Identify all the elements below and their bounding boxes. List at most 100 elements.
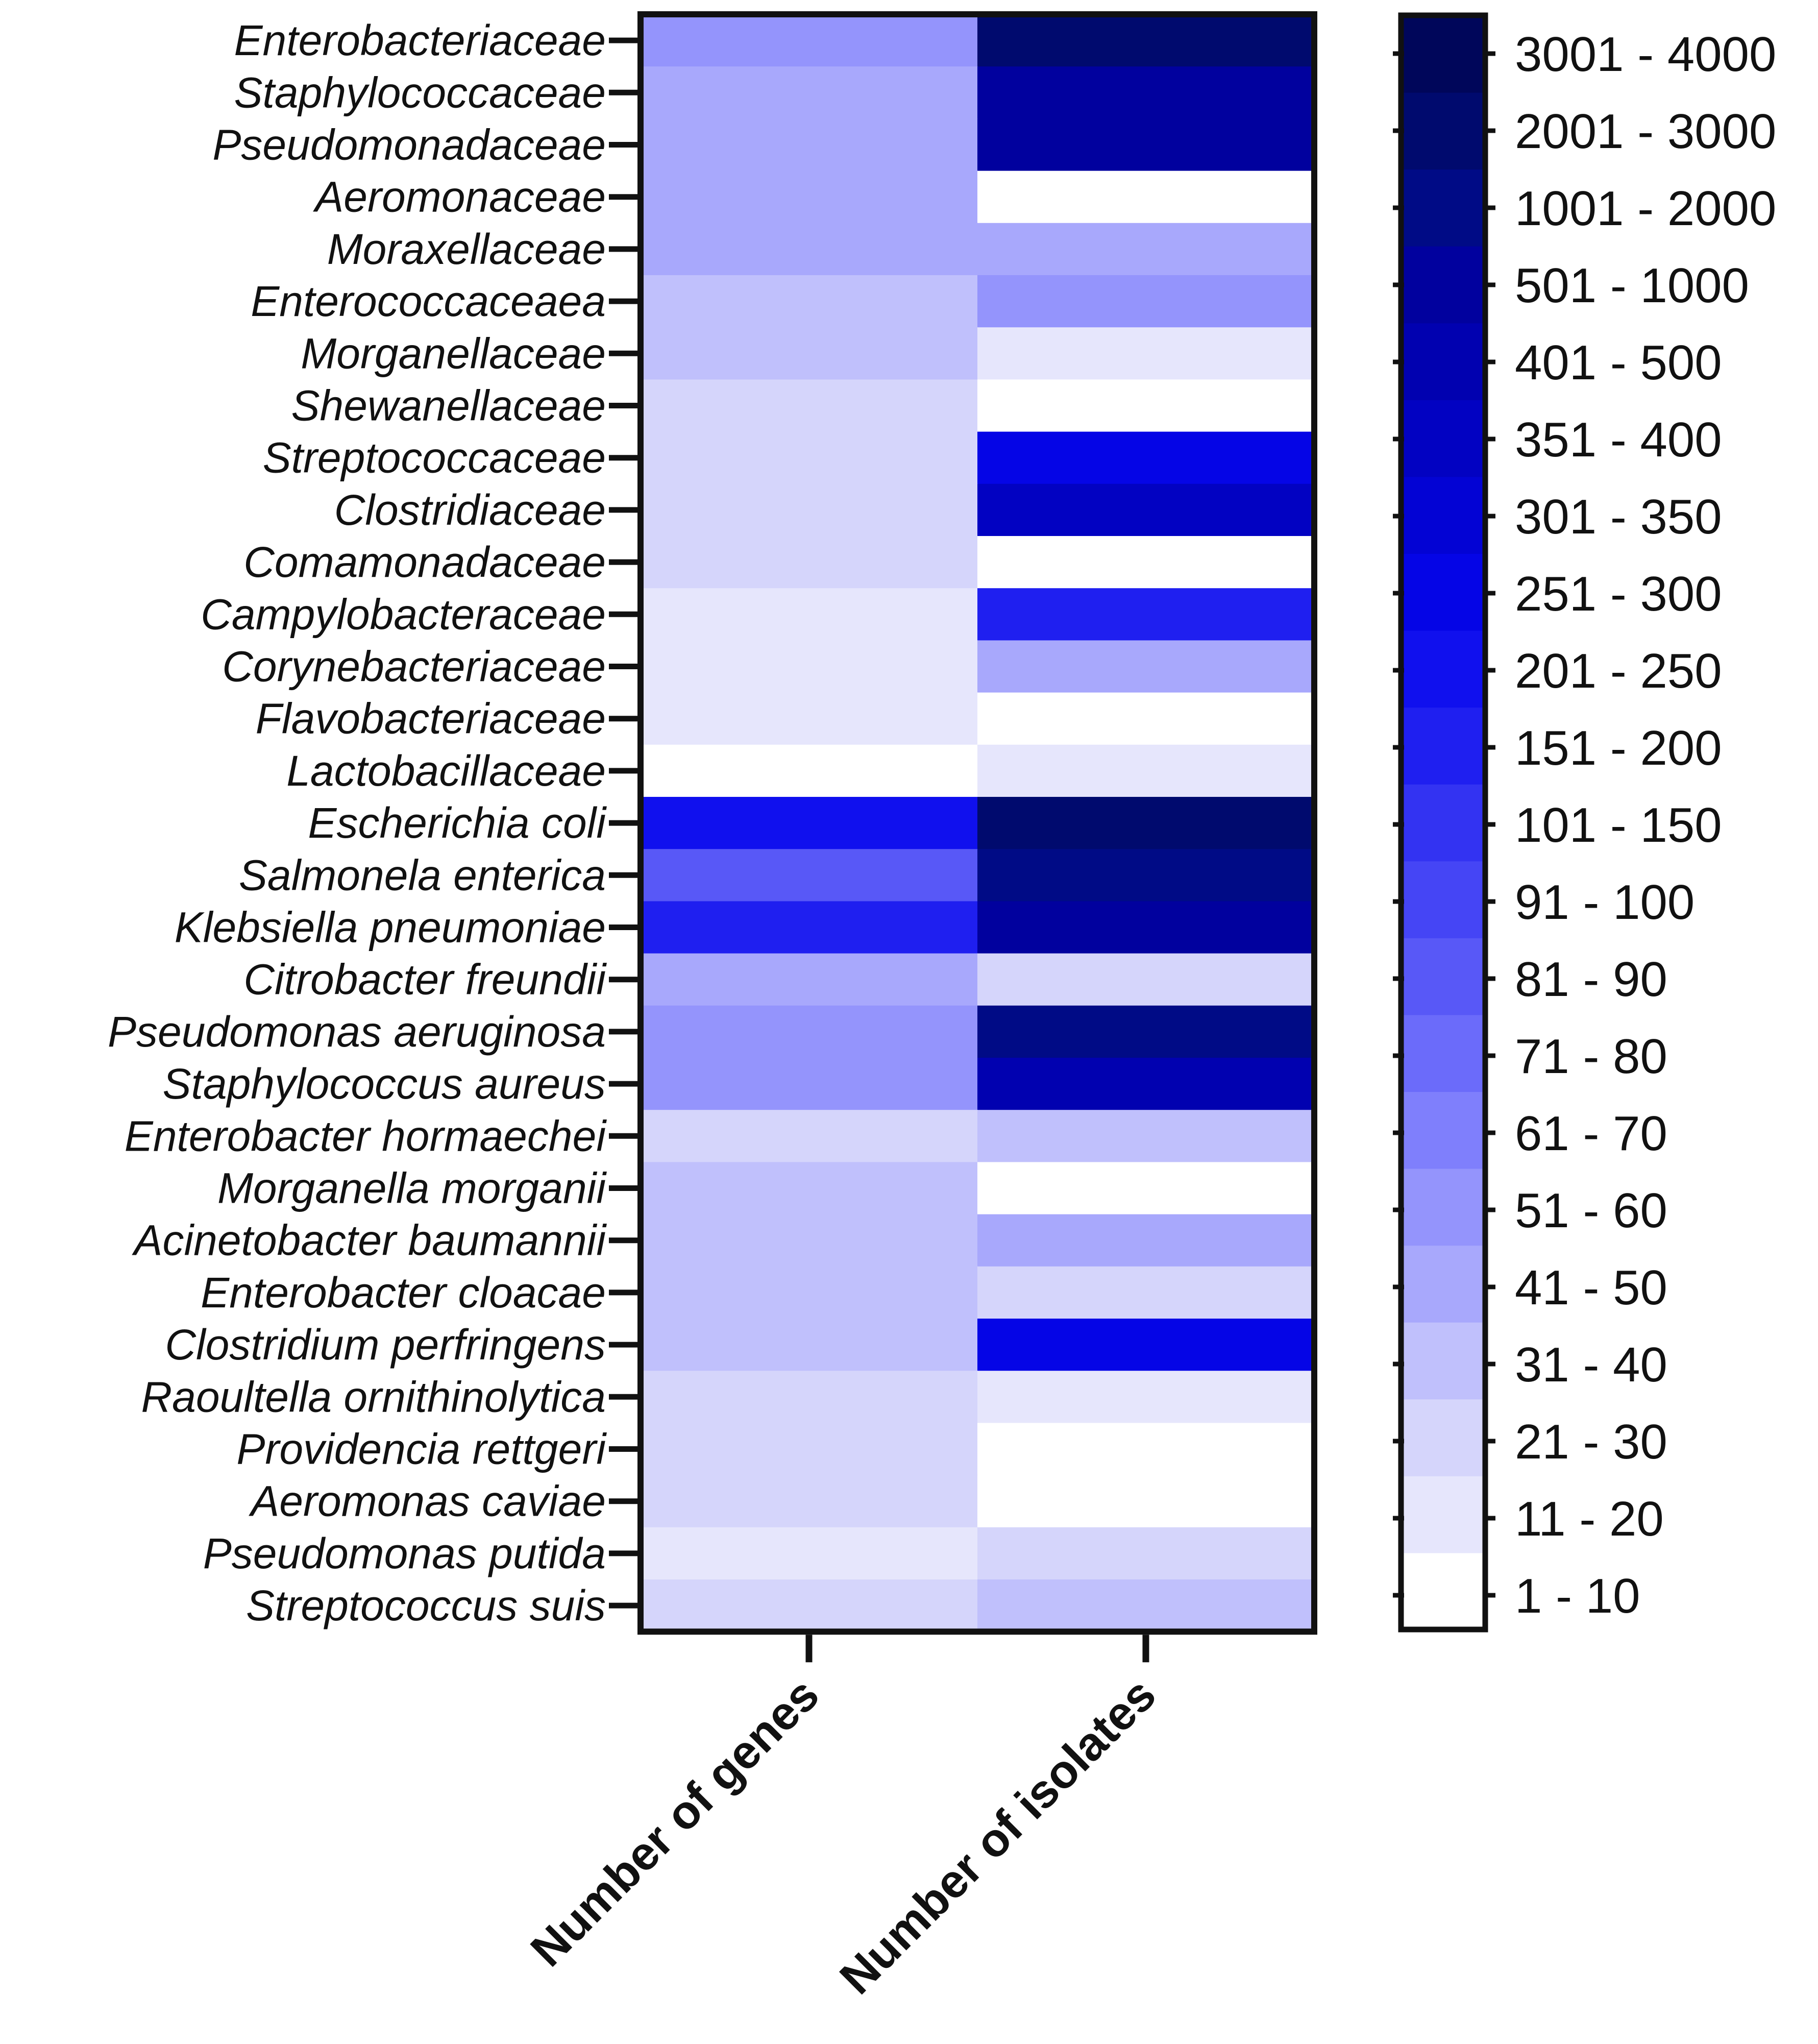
heatmap-cell xyxy=(977,1371,1315,1424)
legend-swatch xyxy=(1401,1322,1485,1400)
heatmap-cell xyxy=(977,692,1315,745)
legend-swatch xyxy=(1401,246,1485,324)
heatmap-cell xyxy=(641,1319,978,1372)
legend-swatch xyxy=(1401,476,1485,554)
heatmap-cell xyxy=(641,1266,978,1319)
heatmap-frame xyxy=(637,11,1317,1635)
row-label: Citrobacter freundii xyxy=(243,956,607,1004)
legend-swatch xyxy=(1401,1014,1485,1092)
row-label: Morganella morganii xyxy=(217,1164,607,1212)
row-label: Shewanellaceae xyxy=(291,382,606,430)
legend-label: 3001 - 4000 xyxy=(1515,27,1776,82)
legend-label: 101 - 150 xyxy=(1515,798,1722,853)
row-label: Streptococcaceae xyxy=(263,434,606,482)
legend-label: 401 - 500 xyxy=(1515,335,1722,390)
legend-label: 91 - 100 xyxy=(1515,875,1694,930)
heatmap-cell xyxy=(641,1005,978,1058)
heatmap-cell xyxy=(641,588,978,641)
legend-label: 71 - 80 xyxy=(1515,1029,1667,1084)
row-label: Staphylococcaceae xyxy=(234,68,606,116)
heatmap-cell xyxy=(641,379,978,432)
heatmap-cell xyxy=(641,849,978,902)
heatmap-cell xyxy=(977,953,1315,1006)
legend-swatch xyxy=(1401,169,1485,247)
row-label: Morganellaceae xyxy=(301,329,606,377)
row-label: Campylobacteraceae xyxy=(201,590,606,638)
heatmap-cell xyxy=(977,379,1315,432)
row-label: Enterococcaceaea xyxy=(251,277,606,325)
legend-swatch xyxy=(1401,1245,1485,1323)
heatmap-cell xyxy=(977,797,1315,850)
row-label: Aeromonaceae xyxy=(312,173,606,221)
heatmap-cell xyxy=(977,744,1315,797)
legend-label: 251 - 300 xyxy=(1515,567,1722,621)
legend-swatch xyxy=(1401,1552,1485,1630)
row-label: Acinetobacter baumannii xyxy=(131,1216,607,1264)
legend-swatch xyxy=(1401,553,1485,631)
legend-label: 201 - 250 xyxy=(1515,644,1722,698)
heatmap-cell xyxy=(977,431,1315,484)
heatmap-cell xyxy=(641,536,978,589)
heatmap-cell xyxy=(641,744,978,797)
heatmap-cell xyxy=(977,483,1315,537)
heatmap-cell xyxy=(641,223,978,276)
heatmap-cell xyxy=(977,1423,1315,1476)
heatmap-cell xyxy=(641,797,978,850)
heatmap-cell xyxy=(641,118,978,172)
row-label: Aeromonas caviae xyxy=(248,1477,606,1525)
legend-label: 21 - 30 xyxy=(1515,1415,1667,1469)
row-label: Enterobacter cloacae xyxy=(201,1269,606,1317)
heatmap-cell xyxy=(641,901,978,954)
legend-label: 1001 - 2000 xyxy=(1515,181,1776,236)
heatmap-cell xyxy=(641,171,978,224)
heatmap-cell xyxy=(977,1527,1315,1580)
heatmap-cell xyxy=(977,1319,1315,1372)
heatmap-cell xyxy=(641,275,978,328)
heatmap-cell xyxy=(977,1110,1315,1163)
heatmap-cell xyxy=(641,1162,978,1215)
row-label: Comamonadaceae xyxy=(243,538,606,586)
legend-label: 301 - 350 xyxy=(1515,490,1722,544)
legend-label: 351 - 400 xyxy=(1515,412,1722,467)
legend-label: 1 - 10 xyxy=(1515,1569,1640,1623)
row-label: Pseudomonas aeruginosa xyxy=(108,1008,606,1056)
heatmap-cell xyxy=(977,1214,1315,1267)
legend-swatch xyxy=(1401,937,1485,1015)
heatmap-cell xyxy=(641,1579,978,1633)
heatmap-cell xyxy=(641,1371,978,1424)
legend-label: 31 - 40 xyxy=(1515,1337,1667,1392)
row-label: Raoultella ornithinolytica xyxy=(141,1373,606,1421)
row-label: Flavobacteriaceae xyxy=(256,695,606,743)
column-label: Number of isolates xyxy=(830,1668,1166,2004)
heatmap-cell xyxy=(641,327,978,380)
row-label: Pseudomonas putida xyxy=(203,1529,606,1577)
heatmap-cell xyxy=(977,1475,1315,1528)
legend-label: 61 - 70 xyxy=(1515,1106,1667,1161)
legend-label: 81 - 90 xyxy=(1515,952,1667,1007)
heatmap-cell xyxy=(641,640,978,693)
heatmap-cell xyxy=(641,14,978,67)
heatmap-cell xyxy=(977,327,1315,380)
row-label: Enterobacteriaceae xyxy=(234,16,606,64)
legend-swatch xyxy=(1401,861,1485,938)
legend-label: 41 - 50 xyxy=(1515,1260,1667,1315)
heatmap-cell xyxy=(977,901,1315,954)
legend-swatch xyxy=(1401,630,1485,708)
heatmap-cell xyxy=(977,66,1315,119)
row-label: Klebsiella pneumoniae xyxy=(175,904,606,952)
heatmap-cell xyxy=(977,640,1315,693)
heatmap-cell xyxy=(641,66,978,119)
heatmap-cells xyxy=(641,14,1315,1633)
row-label: Pseudomonadaceae xyxy=(212,121,606,169)
row-label: Corynebacteriaceae xyxy=(222,643,606,691)
legend-swatch xyxy=(1401,399,1485,477)
row-label: Providencia rettgeri xyxy=(236,1425,607,1473)
row-label: Moraxellaceae xyxy=(327,225,606,273)
legend-swatch xyxy=(1401,15,1485,93)
heatmap-cell xyxy=(977,849,1315,902)
row-label: Salmonela enterica xyxy=(239,851,606,899)
heatmap-cell xyxy=(641,692,978,745)
heatmap-cell xyxy=(641,1110,978,1163)
row-label: Clostridiaceae xyxy=(334,486,606,534)
heatmap-cell xyxy=(641,1527,978,1580)
